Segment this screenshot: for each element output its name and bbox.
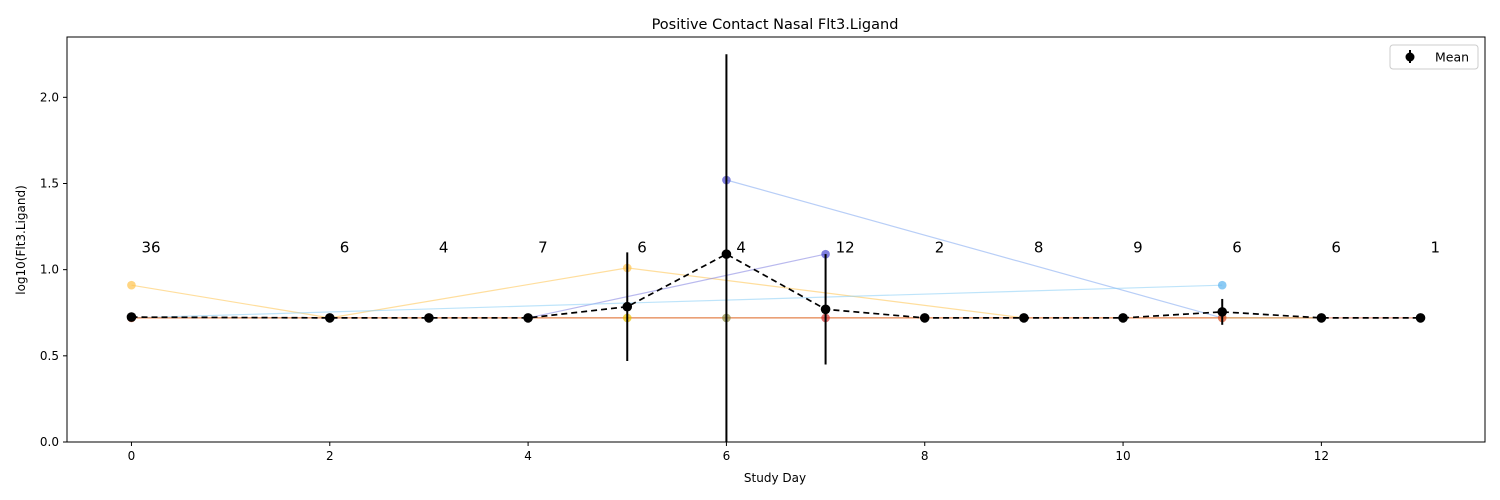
x-tick-label-0: 0 (128, 449, 136, 463)
plot-background (67, 37, 1485, 442)
count-label-12: 1 (1431, 238, 1441, 256)
mean-point-8 (1019, 313, 1029, 323)
mean-point-2 (424, 313, 434, 323)
x-tick-label-6: 12 (1314, 449, 1329, 463)
legend-label-mean: Mean (1435, 50, 1469, 65)
y-tick-label-3: 1.5 (40, 176, 59, 190)
count-label-7: 2 (935, 238, 945, 256)
mean-point-4 (622, 301, 633, 312)
subject-point-7 (1217, 280, 1227, 290)
mean-point-5 (721, 249, 732, 259)
x-tick-label-1: 2 (326, 449, 334, 463)
x-tick-label-3: 6 (723, 449, 731, 463)
plot-area (67, 37, 1485, 442)
x-tick-label-4: 8 (921, 449, 929, 463)
subject-line-3 (131, 284, 1223, 319)
count-labels: 36 6 4 7 6 4 12 2 8 9 6 6 1 (141, 238, 1440, 256)
mean-point-0 (126, 312, 137, 322)
mean-point-1 (324, 313, 335, 323)
mean-point-3 (523, 313, 533, 323)
x-tick-label-5: 10 (1115, 449, 1130, 463)
count-label-10: 6 (1232, 238, 1242, 256)
mean-point-6 (820, 304, 831, 315)
subject-point-0 (127, 280, 136, 290)
x-tick-label-2: 4 (524, 449, 532, 463)
mean-point-10 (1217, 307, 1228, 317)
y-tick-label-0: 0.0 (40, 435, 59, 449)
y-tick-label-2: 1.0 (40, 263, 59, 277)
y-tick-label-1: 0.5 (40, 349, 59, 363)
count-label-0: 36 (141, 238, 160, 256)
legend-marker (1405, 52, 1415, 62)
mean-point-7 (919, 313, 930, 323)
subject-line-1 (726, 179, 1223, 319)
count-label-4: 6 (637, 238, 647, 256)
count-label-2: 4 (439, 238, 449, 256)
x-axis-title: Study Day (744, 471, 806, 485)
count-label-11: 6 (1331, 238, 1341, 256)
axes-frame (66, 36, 1486, 443)
axes: 0 2 4 6 8 10 120.00.51.01.52.0 (40, 36, 1486, 463)
legend-box (1389, 44, 1479, 70)
count-label-5: 4 (736, 238, 746, 256)
mean-point-9 (1118, 313, 1128, 323)
count-label-3: 7 (538, 238, 548, 256)
count-label-6: 12 (836, 238, 855, 256)
mean-point-11 (1316, 313, 1327, 323)
subject-line-2 (527, 253, 826, 319)
chart-title: Positive Contact Nasal Flt3.Ligand (652, 17, 899, 33)
mean-point-12 (1415, 313, 1426, 323)
count-label-9: 9 (1133, 238, 1143, 256)
count-label-8: 8 (1034, 238, 1044, 256)
y-axis-title: log10(Flt3.Ligand) (14, 185, 28, 295)
mean-series (126, 54, 1426, 442)
count-label-1: 6 (340, 238, 350, 256)
legend: Mean (1389, 44, 1479, 70)
y-tick-label-4: 2.0 (40, 90, 59, 104)
